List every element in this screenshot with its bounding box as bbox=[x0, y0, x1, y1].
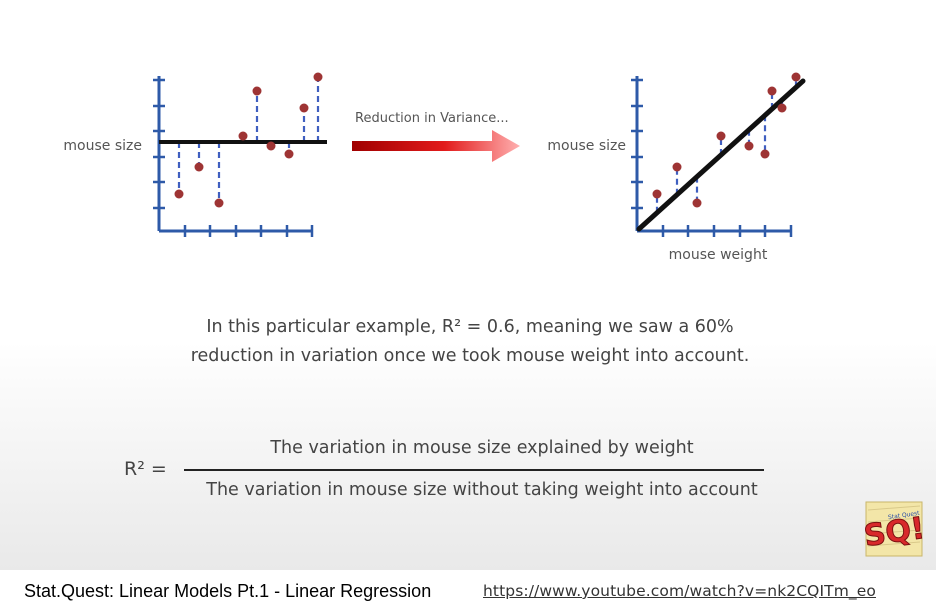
regression-diagram: mouse size Reduction in Variance... mous… bbox=[63, 72, 806, 263]
example-line-1: In this particular example, R² = 0.6, me… bbox=[206, 317, 734, 337]
left-axis-ticks bbox=[153, 78, 314, 237]
data-point bbox=[214, 198, 224, 208]
right-fit-line bbox=[636, 78, 806, 232]
right-y-label: mouse size bbox=[547, 138, 626, 154]
left-y-label: mouse size bbox=[63, 138, 142, 154]
reduction-arrow: Reduction in Variance... bbox=[352, 111, 520, 162]
data-point bbox=[284, 149, 294, 159]
right-plot: mouse size mouse weight bbox=[547, 72, 806, 263]
svg-text:SQ!: SQ! bbox=[864, 511, 924, 554]
caption-title: Stat.Quest: Linear Models Pt.1 - Linear … bbox=[24, 581, 432, 601]
data-point bbox=[313, 72, 323, 82]
video-link[interactable]: https://www.youtube.com/watch?v=nk2CQITm… bbox=[483, 582, 876, 600]
data-point bbox=[652, 189, 662, 199]
example-text: In this particular example, R² = 0.6, me… bbox=[150, 313, 790, 371]
data-point bbox=[767, 86, 777, 96]
right-points bbox=[652, 72, 801, 208]
data-point bbox=[744, 141, 754, 151]
right-axis-ticks bbox=[631, 78, 793, 237]
data-point bbox=[716, 131, 726, 141]
right-x-label: mouse weight bbox=[669, 247, 768, 263]
data-point bbox=[238, 131, 248, 141]
data-point bbox=[791, 72, 801, 82]
slide: mouse size Reduction in Variance... mous… bbox=[0, 0, 936, 570]
formula-denominator: The variation in mouse size without taki… bbox=[206, 480, 758, 500]
caption-bar: Stat.Quest: Linear Models Pt.1 - Linear … bbox=[0, 570, 936, 612]
data-point bbox=[266, 141, 276, 151]
arrow-label: Reduction in Variance... bbox=[355, 111, 509, 126]
example-line-2: reduction in variation once we took mous… bbox=[190, 346, 750, 366]
fraction-bar bbox=[184, 469, 764, 471]
data-point bbox=[194, 162, 204, 172]
data-point bbox=[299, 103, 309, 113]
data-point bbox=[672, 162, 682, 172]
data-point bbox=[777, 103, 787, 113]
statquest-logo: SQ! Stat Quest bbox=[864, 501, 924, 557]
data-point bbox=[760, 149, 770, 159]
r2-lhs: R² = bbox=[124, 458, 167, 480]
left-plot: mouse size bbox=[63, 72, 327, 237]
svg-text:Stat Quest: Stat Quest bbox=[888, 510, 921, 521]
left-points bbox=[174, 72, 323, 208]
data-point bbox=[692, 198, 702, 208]
data-point bbox=[252, 86, 262, 96]
data-point bbox=[174, 189, 184, 199]
arrow-shape bbox=[352, 130, 520, 162]
formula-numerator: The variation in mouse size explained by… bbox=[270, 438, 694, 458]
r2-formula: R² = The variation in mouse size explain… bbox=[120, 438, 800, 508]
